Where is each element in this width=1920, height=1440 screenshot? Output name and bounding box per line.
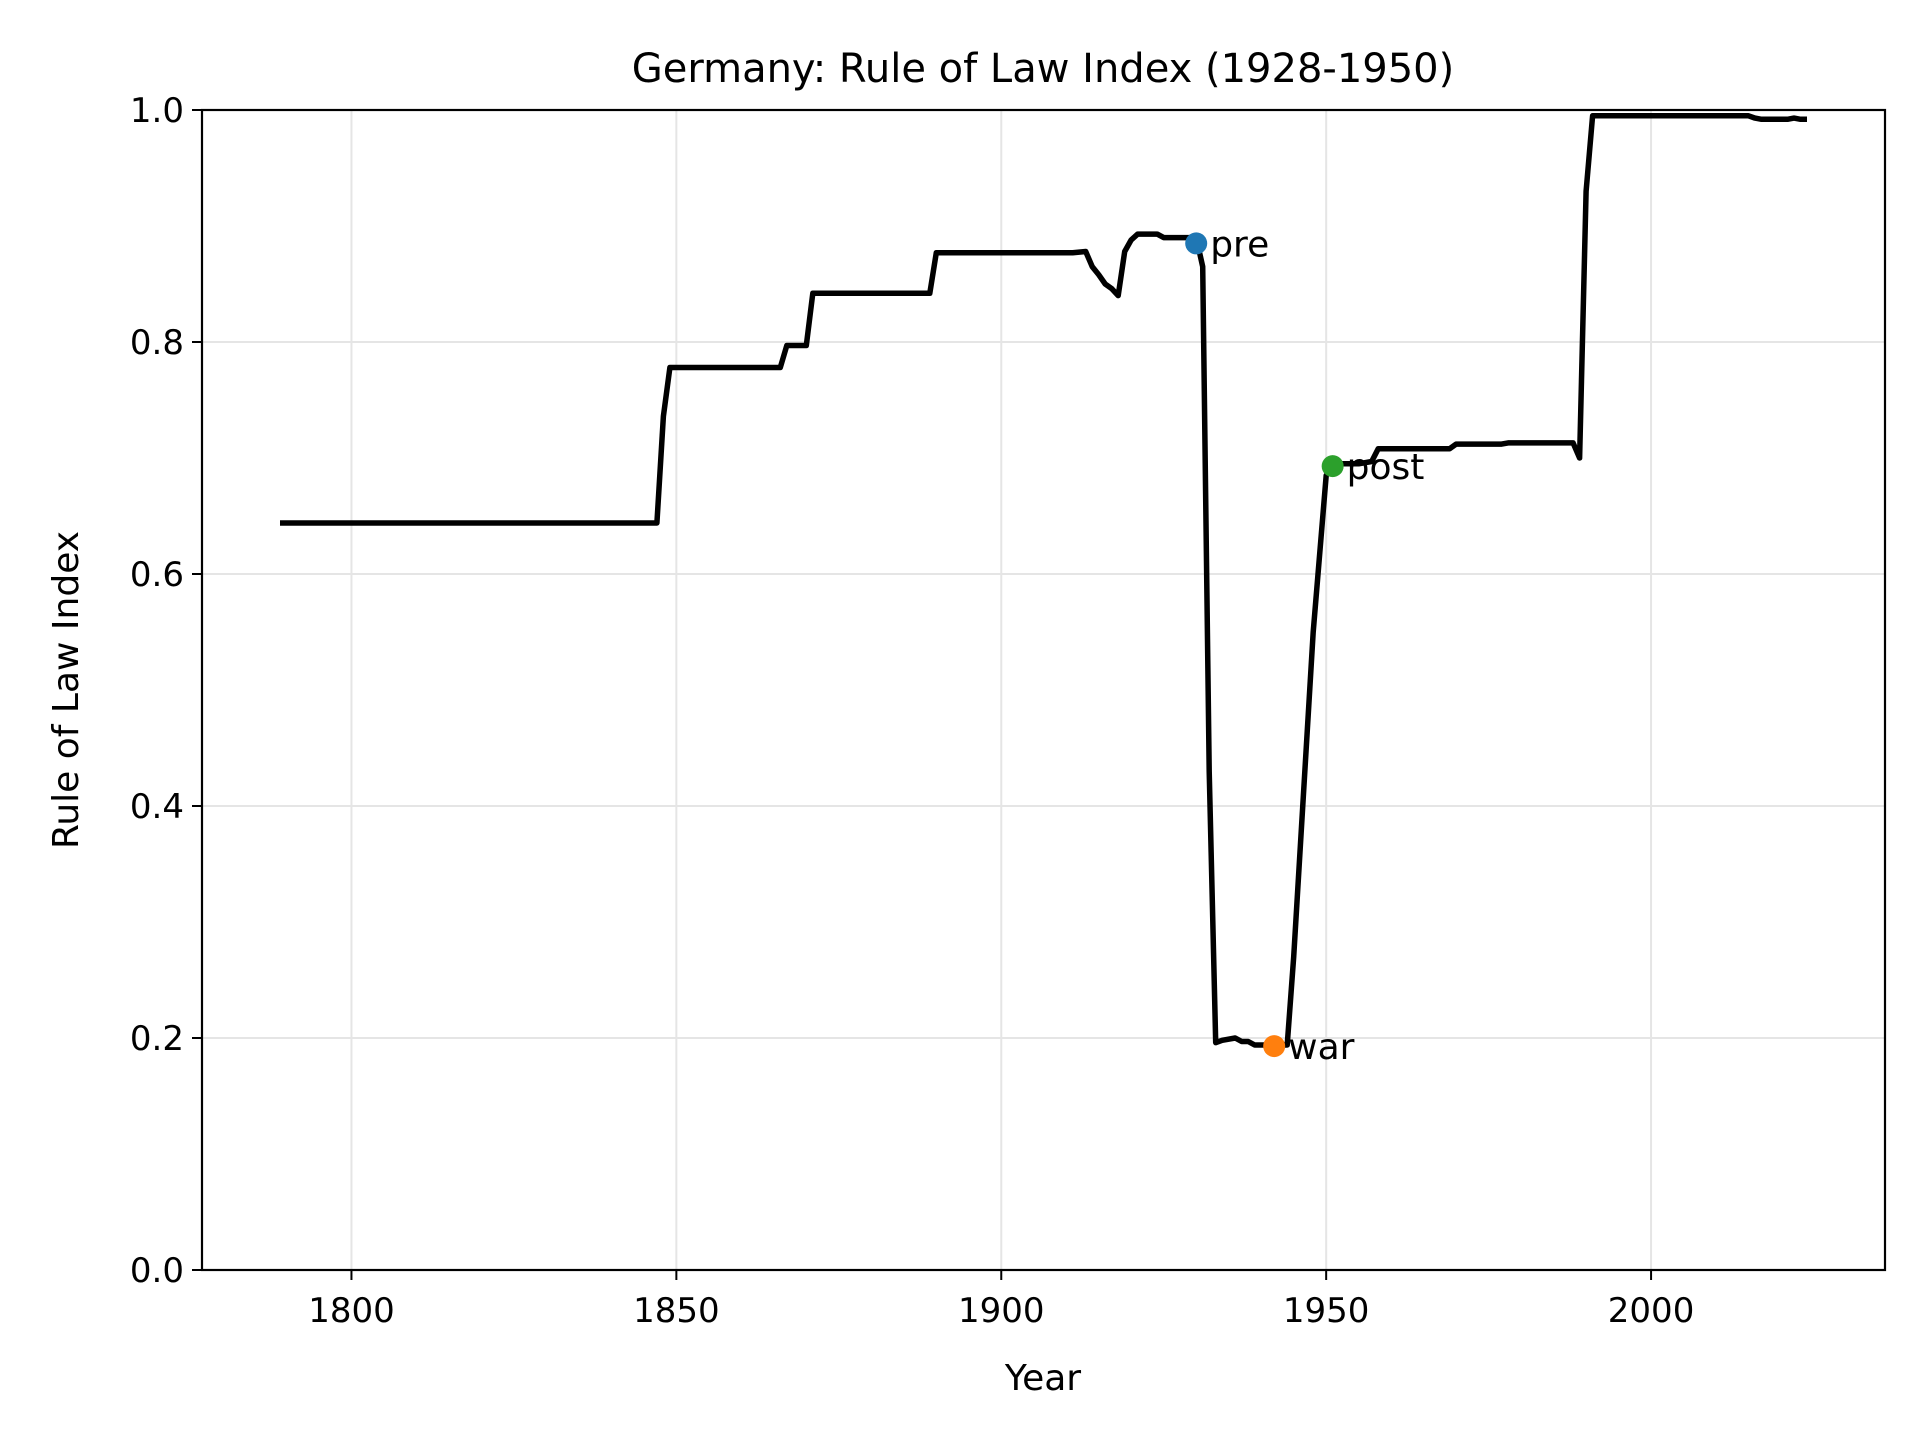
y-tick-label: 0.4 bbox=[130, 787, 184, 827]
annotation-point-post bbox=[1321, 455, 1344, 478]
plot-frame bbox=[200, 108, 1887, 1272]
y-tick-label: 1.0 bbox=[130, 91, 184, 131]
x-axis: 1800 1850 1900 1950 2000 bbox=[308, 1270, 1694, 1331]
y-tick-label: 0.2 bbox=[130, 1019, 184, 1059]
annotations: pre war post bbox=[1185, 224, 1424, 1068]
series-line bbox=[280, 113, 1807, 1048]
x-tick-label: 2000 bbox=[1608, 1291, 1695, 1331]
annotation-point-pre bbox=[1185, 232, 1208, 255]
chart-title: Germany: Rule of Law Index (1928-1950) bbox=[632, 46, 1454, 92]
annotation-point-war bbox=[1263, 1035, 1286, 1058]
y-tick-label: 0.8 bbox=[130, 323, 184, 363]
x-axis-title: Year bbox=[1004, 1358, 1081, 1399]
y-axis-title: Rule of Law Index bbox=[46, 531, 87, 849]
y-tick-label: 0.0 bbox=[130, 1251, 184, 1291]
x-tick-label: 1900 bbox=[958, 1291, 1045, 1331]
x-tick-label: 1800 bbox=[308, 1291, 395, 1331]
y-axis: 0.0 0.2 0.4 0.6 0.8 1.0 bbox=[130, 91, 202, 1291]
x-tick-label: 1950 bbox=[1283, 1291, 1370, 1331]
grid bbox=[202, 110, 1885, 1270]
annotation-label-war: war bbox=[1288, 1027, 1355, 1068]
x-tick-label: 1850 bbox=[633, 1291, 720, 1331]
series-layer bbox=[280, 113, 1807, 1048]
annotation-label-pre: pre bbox=[1210, 224, 1269, 265]
annotation-label-post: post bbox=[1347, 447, 1425, 488]
y-tick-label: 0.6 bbox=[130, 555, 184, 595]
